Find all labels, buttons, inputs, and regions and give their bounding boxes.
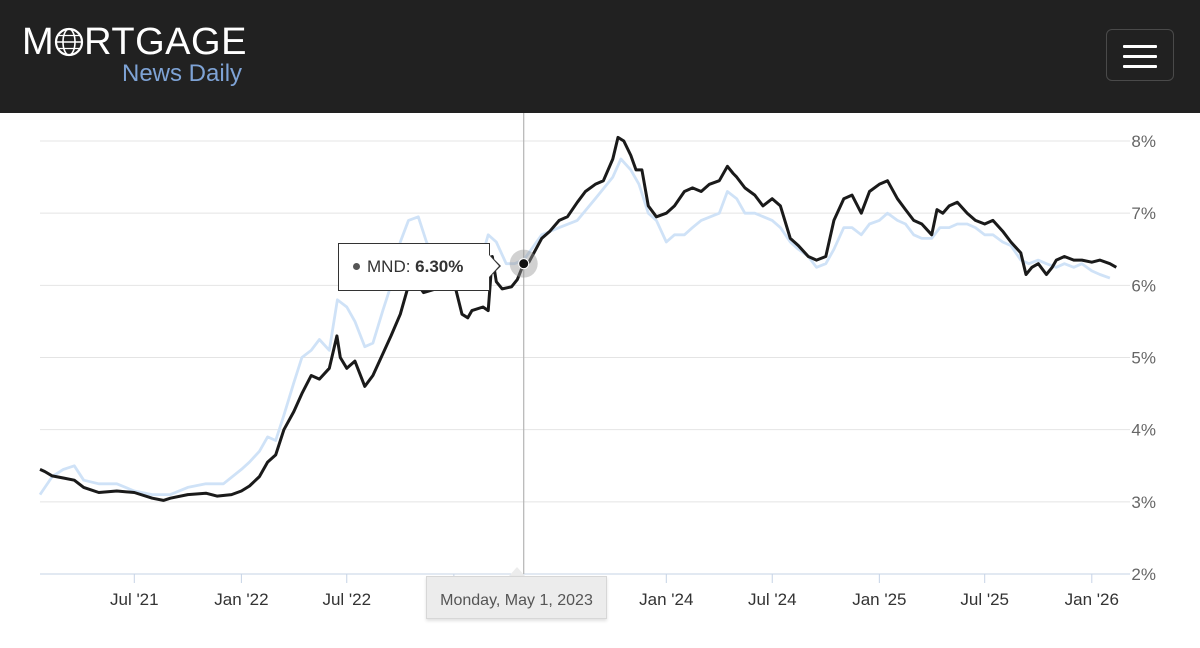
crosshair-date-label: Monday, May 1, 2023 (426, 576, 607, 619)
series-mnd-line (39, 135, 1118, 502)
x-tick-label: Jan '24 (639, 590, 693, 609)
x-tick-label: Jul '24 (748, 590, 797, 609)
tooltip-pointer-fill (489, 255, 499, 277)
chart-tooltip: MND: 6.30% (338, 243, 490, 291)
y-tick-label: 6% (1131, 276, 1156, 295)
logo-letter-m: M (22, 21, 55, 63)
top-navigation-bar: M RTGAGE News Daily (0, 0, 1200, 113)
tooltip-value: 6.30% (415, 257, 464, 276)
hover-marker (509, 249, 538, 278)
tooltip-separator: : (405, 257, 416, 276)
y-axis-ticks: 8% 7% 6% 5% 4% 3% 2% (1131, 132, 1156, 584)
x-tick-label: Jul '25 (960, 590, 1009, 609)
y-tick-label: 4% (1131, 421, 1156, 440)
site-logo[interactable]: M RTGAGE News Daily (22, 22, 247, 87)
x-tick-label: Jul '21 (110, 590, 159, 609)
x-tick-label: Jan '26 (1065, 590, 1119, 609)
y-tick-label: 8% (1131, 132, 1156, 151)
date-label-pointer (509, 567, 525, 576)
globe-icon (55, 27, 84, 57)
logo-wordmark: M RTGAGE (22, 22, 247, 62)
y-tick-label: 7% (1131, 204, 1156, 223)
tooltip-series-name: MND (367, 257, 406, 276)
y-tick-label: 2% (1131, 565, 1156, 584)
grid-lines (40, 140, 1130, 575)
hamburger-menu-button[interactable] (1106, 29, 1174, 81)
rate-chart-svg[interactable]: 8% 7% 6% 5% 4% 3% 2% Jul '21 Jan '22 Jul '22 Jan … (0, 113, 1200, 643)
rate-chart[interactable]: 8% 7% 6% 5% 4% 3% 2% Jul '21 Jan '22 Jul '22 Jan … (0, 113, 1200, 643)
series-dot-icon (353, 263, 360, 270)
x-tick-label: Jan '22 (214, 590, 268, 609)
series-secondary-line (38, 157, 1111, 496)
hover-point (518, 258, 530, 270)
logo-subtitle: News Daily (122, 60, 243, 87)
x-tick-label: Jul '22 (322, 590, 371, 609)
y-tick-label: 3% (1131, 493, 1156, 512)
logo-rest: RTGAGE (84, 21, 247, 63)
y-tick-label: 5% (1131, 349, 1156, 368)
x-tick-label: Jan '25 (852, 590, 906, 609)
